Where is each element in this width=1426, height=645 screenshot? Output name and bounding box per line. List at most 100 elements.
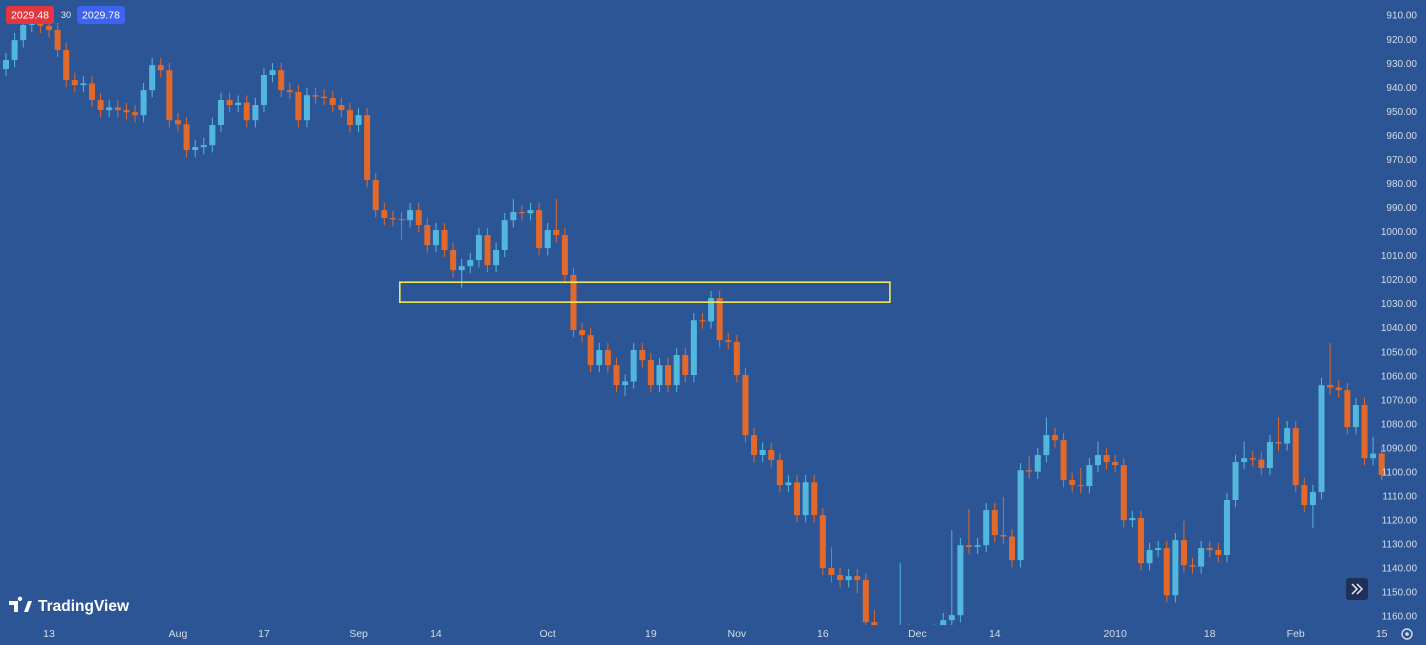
y-tick-label: 1160.00 [1382, 612, 1418, 623]
candle-body [948, 615, 955, 621]
candle-body [1069, 480, 1076, 486]
candle-body [1008, 536, 1015, 561]
candle-body [1137, 518, 1144, 564]
candle-body [1146, 550, 1153, 564]
x-tick-label: 14 [989, 628, 1001, 640]
plot-area [3, 13, 1385, 625]
sell-box[interactable] [6, 6, 54, 24]
y-tick-label: 910.00 [1386, 11, 1417, 22]
candle-body [699, 320, 706, 322]
candle-body [166, 70, 173, 121]
candle-body [1000, 535, 1007, 537]
candle-body [140, 90, 147, 116]
candle-body [665, 365, 672, 386]
candle-body [441, 230, 448, 250]
y-tick-label: 990.00 [1386, 203, 1417, 214]
candle-body [1249, 458, 1256, 460]
candle-body [1258, 459, 1265, 469]
candle-body [785, 482, 792, 486]
x-tick-label: Oct [540, 628, 556, 640]
buy-box[interactable] [77, 6, 125, 24]
candle-body [20, 25, 27, 41]
candle-body [1198, 548, 1205, 567]
candle-body [536, 210, 543, 249]
spread-qty: 30 [61, 10, 71, 20]
candle-body [1361, 405, 1368, 459]
candle-body [768, 450, 775, 461]
y-tick-label: 1040.00 [1381, 323, 1418, 334]
candle-body [398, 219, 405, 221]
x-tick-label: 19 [645, 628, 657, 640]
candle-body [940, 620, 947, 625]
candle-body [1206, 548, 1213, 550]
x-tick-label: Nov [728, 628, 747, 640]
candle-body [1094, 455, 1101, 466]
settings-button[interactable] [1401, 628, 1413, 640]
candle-body [647, 360, 654, 386]
y-tick-label: 1110.00 [1382, 492, 1417, 503]
candle-body [252, 105, 259, 121]
candle-body [527, 210, 534, 214]
candle-body [364, 115, 371, 181]
candle-body [123, 110, 130, 113]
candle-body [579, 330, 586, 336]
candle-body [1370, 453, 1377, 459]
candle-body [561, 235, 568, 275]
candle-body [854, 576, 861, 581]
candle-body [518, 212, 525, 214]
candle-body [88, 83, 96, 100]
candle-body [458, 266, 465, 271]
candle-body [544, 230, 551, 249]
y-tick-label: 950.00 [1386, 107, 1417, 118]
candle-body [1327, 385, 1334, 388]
candle-body [407, 210, 414, 221]
candle-body [80, 83, 87, 86]
candle-body [1189, 565, 1196, 567]
candle-body [510, 212, 517, 221]
candle-body [776, 460, 783, 486]
candle-body [553, 230, 560, 236]
y-tick-label: 1120.00 [1382, 516, 1418, 527]
candle-body [1275, 442, 1282, 444]
candle-body [97, 100, 104, 111]
candle-body [321, 96, 328, 99]
candle-body [106, 107, 113, 111]
candle-body [1352, 405, 1359, 428]
candle-body [837, 575, 844, 581]
candle-body [1077, 485, 1084, 487]
y-tick-label: 1050.00 [1381, 347, 1418, 358]
candle-body [733, 341, 740, 375]
candle-body [794, 482, 801, 516]
y-tick-label: 1020.00 [1381, 275, 1418, 286]
x-tick-label: Dec [908, 628, 927, 640]
price-zone [399, 281, 891, 303]
candle-body [501, 220, 508, 250]
candle-body [596, 350, 603, 366]
candle-body [682, 355, 689, 375]
candle-body [157, 65, 164, 71]
candle-body [1301, 485, 1308, 506]
candle-body [716, 298, 723, 341]
candle-body [484, 235, 491, 266]
candle-body [45, 25, 53, 31]
x-tick-label: 15 [1376, 628, 1388, 640]
candle-body [1017, 470, 1024, 561]
candle-body [587, 335, 594, 366]
y-tick-label: 1030.00 [1381, 299, 1418, 310]
y-tick-label: 1090.00 [1381, 443, 1418, 454]
candle-body [174, 120, 181, 125]
x-tick-label: Feb [1287, 628, 1305, 640]
candle-body [613, 365, 620, 386]
y-tick-label: 960.00 [1386, 131, 1417, 142]
y-tick-label: 1000.00 [1381, 227, 1418, 238]
x-tick-label: 17 [258, 628, 270, 640]
x-tick-label: Aug [169, 628, 188, 640]
candle-body [149, 65, 156, 91]
candle-body [1215, 550, 1222, 556]
scroll-button[interactable] [1346, 578, 1368, 600]
x-tick-label: 14 [430, 628, 442, 640]
candle-body [690, 320, 697, 375]
candle-body [1309, 492, 1316, 506]
x-tick-label: 13 [43, 628, 55, 640]
candle-body [226, 100, 233, 106]
